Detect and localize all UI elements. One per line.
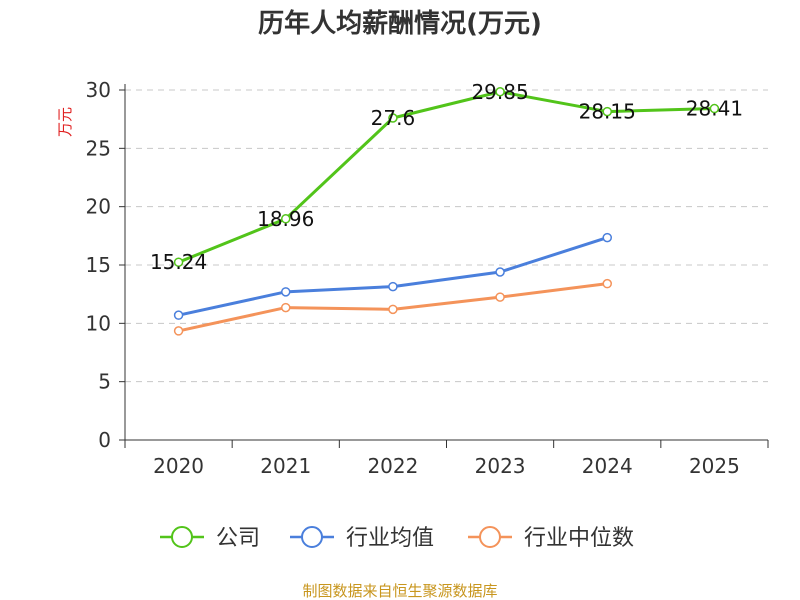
- x-tick-label: 2024: [582, 454, 633, 478]
- y-tick-label: 25: [86, 136, 111, 160]
- legend: 公司 行业均值 行业中位数: [160, 526, 634, 551]
- data-label: 28.15: [579, 100, 636, 124]
- data-point: [281, 287, 291, 297]
- series-line: [178, 236, 608, 317]
- x-tick-label: 2023: [475, 454, 526, 478]
- x-tick-label: 2025: [689, 454, 740, 478]
- data-point: [602, 232, 612, 243]
- series-line: [178, 90, 715, 264]
- y-tick-label: 30: [86, 78, 111, 102]
- data-point: [388, 281, 398, 292]
- data-label: 27.6: [371, 106, 416, 130]
- legend-label: 公司: [216, 526, 260, 551]
- data-point: [173, 326, 184, 336]
- data-point: [602, 106, 612, 117]
- chart-title: 历年人均薪酬情况(万元): [258, 8, 542, 39]
- data-point: [709, 103, 720, 114]
- data-point: [495, 292, 505, 302]
- data-point: [173, 310, 184, 320]
- x-tick-label: 2020: [153, 454, 204, 478]
- legend-swatch-marker: [479, 526, 501, 548]
- y-tick-label: 0: [98, 428, 111, 452]
- x-tick-label: 2021: [260, 454, 311, 478]
- data-label: 29.85: [471, 80, 528, 104]
- data-point: [495, 87, 505, 97]
- data-label: 15.24: [150, 250, 207, 274]
- data-point: [173, 257, 184, 267]
- legend-label: 行业均值: [346, 526, 434, 551]
- data-point: [495, 267, 505, 277]
- source-note: 制图数据来自恒生聚源数据库: [302, 582, 497, 600]
- legend-label: 行业中位数: [524, 526, 634, 551]
- y-tick-label: 20: [86, 195, 111, 219]
- y-tick-label: 5: [98, 370, 111, 394]
- data-labels: 15.24 18.96 27.6 29.85 28.15 28.41: [150, 80, 743, 274]
- data-point: [602, 278, 612, 289]
- data-point: [281, 302, 291, 313]
- y-tick-label: 15: [86, 253, 111, 277]
- data-point: [281, 214, 291, 224]
- y-tick-label: 10: [86, 311, 111, 335]
- data-point: [388, 113, 398, 123]
- data-label: 28.41: [686, 97, 743, 121]
- series-lines: [173, 87, 720, 336]
- data-point: [388, 304, 398, 315]
- x-tick-label: 2022: [367, 454, 418, 478]
- legend-swatch-marker: [171, 526, 193, 548]
- y-axis-label: 万元: [56, 107, 74, 137]
- data-label: 18.96: [257, 207, 314, 231]
- grid-lines: [125, 89, 768, 383]
- legend-swatch-marker: [301, 526, 323, 548]
